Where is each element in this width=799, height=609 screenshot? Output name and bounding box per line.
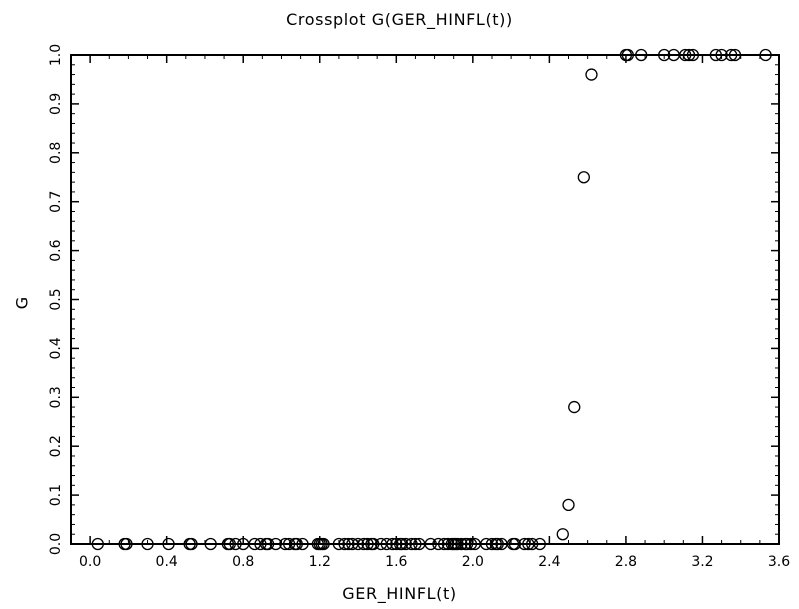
x-axis-label: GER_HINFL(t): [342, 584, 457, 603]
x-tick-label: 2.0: [462, 554, 484, 570]
x-tick-label: 0.0: [79, 554, 101, 570]
y-tick-label: 0.6: [48, 239, 64, 261]
y-tick-label: 0.1: [48, 484, 64, 506]
x-tick-label: 1.2: [309, 554, 331, 570]
y-tick-label: 0.4: [48, 337, 64, 359]
data-point: [556, 528, 569, 541]
data-point: [585, 68, 598, 81]
y-tick-label: 0.9: [48, 93, 64, 115]
y-tick-label: 1.0: [48, 44, 64, 66]
x-tick-label: 1.6: [385, 554, 407, 570]
y-tick-label: 0.5: [48, 288, 64, 310]
chart-title: Crossplot G(GER_HINFL(t)): [286, 10, 513, 29]
y-tick-label: 0.7: [48, 191, 64, 213]
y-tick-label: 0.8: [48, 142, 64, 164]
axis-tick-labels: 0.0 0.4 0.8 1.2 1.6 2.0 2.4 2.8 3.2 3.6 0.0 0.1 0.2 0…: [48, 44, 790, 570]
y-tick-label: 0.0: [48, 533, 64, 555]
y-tick-label: 0.3: [48, 386, 64, 408]
plot-frame: [70, 54, 780, 545]
x-tick-label: 3.2: [691, 554, 713, 570]
x-tick-label: 0.4: [156, 554, 178, 570]
x-tick-label: 2.8: [615, 554, 637, 570]
x-tick-label: 3.6: [768, 554, 790, 570]
x-tick-label: 2.4: [538, 554, 560, 570]
y-tick-label: 0.2: [48, 435, 64, 457]
data-points: [91, 48, 772, 551]
data-point: [577, 171, 590, 184]
data-point: [562, 498, 575, 512]
axis-ticks: [71, 54, 780, 545]
x-tick-label: 0.8: [232, 554, 254, 570]
data-point: [568, 400, 581, 414]
